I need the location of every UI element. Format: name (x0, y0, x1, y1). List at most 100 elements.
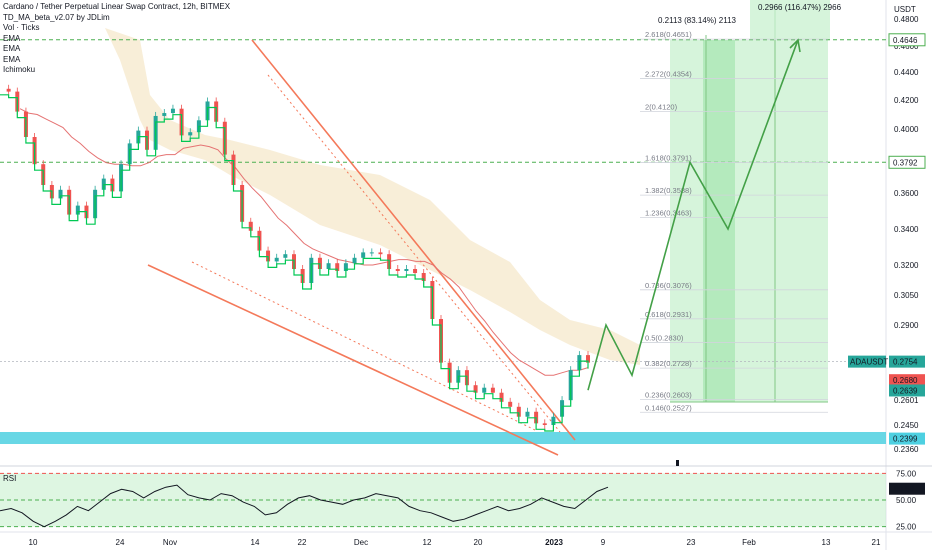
indicator-ichimoku[interactable]: Ichimoku (3, 65, 36, 74)
candle-body (343, 263, 348, 271)
time-tick-label: 14 (251, 538, 260, 547)
candle-body (162, 113, 167, 116)
fib-level-label: 2.618(0.4651) (645, 30, 692, 39)
price-tick-label: 0.4600 (894, 42, 919, 51)
wedge-upper-dotted (267, 74, 561, 433)
price-label: 0.2680 (893, 376, 918, 385)
price-tick-label: 0.3200 (894, 261, 919, 270)
candle-body (395, 269, 400, 271)
time-tick-label: 12 (423, 538, 432, 547)
candle-body (516, 406, 521, 417)
candle-body (499, 392, 504, 402)
fib-level-label: 2.272(0.4354) (645, 69, 692, 78)
wedge-lower-line (147, 264, 559, 456)
price-label: 0.2399 (893, 435, 918, 444)
candle-body (75, 205, 80, 215)
time-tick-label: Nov (163, 538, 177, 547)
price-tick-label: 0.2601 (894, 396, 919, 405)
price-tick-label: 0.4000 (894, 125, 919, 134)
time-tick-label: 21 (872, 538, 881, 547)
candle-body (542, 423, 547, 425)
ichimoku-cloud (105, 28, 640, 365)
target-label-2: 0.2966 (116.47%) 2966 (758, 3, 842, 12)
price-tick-label: 0.2360 (894, 445, 919, 454)
price-label: 0.2639 (893, 386, 918, 395)
candle-body (525, 411, 530, 417)
price-label-box (889, 432, 925, 445)
candle-body (369, 252, 374, 254)
rsi-last-value: 60.58 (894, 485, 915, 494)
indicator-td-ma[interactable]: TD_MA_beta_v2.07 by JDLim (3, 12, 110, 22)
time-tick-label: 13 (822, 538, 831, 547)
price-label: 0.3792 (893, 158, 918, 167)
candle-body (188, 132, 193, 136)
candle-body (335, 263, 340, 271)
target-label-1: 0.2113 (83.14%) 2113 (658, 16, 737, 25)
rsi-label: RSI (3, 474, 16, 483)
candle-body (586, 355, 590, 363)
candle-body (508, 401, 513, 407)
indicator-vol[interactable]: Vol · Ticks (3, 23, 40, 32)
price-label-box (889, 384, 925, 397)
symbol-tag: ADAUSDT (850, 358, 888, 367)
price-label-box (889, 355, 925, 368)
price-label: 0.4646 (893, 36, 918, 45)
chart-legend: Cardano / Tether Perpetual Linear Swap C… (3, 2, 230, 76)
support-band (0, 432, 886, 444)
candle-body (170, 108, 175, 114)
candle-body (490, 387, 495, 393)
indicator-ema-2[interactable]: EMA (3, 44, 21, 53)
price-tick-label: 0.3050 (894, 291, 919, 300)
time-tick-label: Dec (354, 538, 368, 547)
fib-level-label: 0.5(0.2830) (645, 334, 684, 343)
price-tick-label: 0.4400 (894, 68, 919, 77)
candle-body (421, 273, 426, 281)
candle-body (413, 269, 418, 273)
candle-body (473, 385, 478, 393)
candle-body (361, 252, 366, 258)
rsi-tick-label: 75.00 (896, 469, 917, 478)
symbol-tag-bg (848, 355, 886, 368)
candle-body (352, 257, 357, 264)
fib-level-label: 1.382(0.3588) (645, 186, 692, 195)
rsi-last-box (889, 482, 925, 495)
target-box-top (750, 0, 830, 40)
price-axis-bg (887, 0, 932, 550)
candle-body (404, 269, 409, 271)
price-label: 0.2754 (893, 358, 918, 367)
price-label-box (889, 374, 925, 387)
candle-body (326, 263, 331, 269)
candle-body (283, 254, 288, 258)
candle-body (58, 189, 63, 199)
price-tick-label: 0.4200 (894, 96, 919, 105)
chart-title: Cardano / Tether Perpetual Linear Swap C… (3, 2, 231, 11)
time-tick-label: 23 (687, 538, 696, 547)
time-tick-label: 10 (29, 538, 38, 547)
time-tick-label: 24 (116, 538, 125, 547)
ema-line (19, 108, 589, 376)
price-label-box (888, 33, 926, 47)
indicator-ema-3[interactable]: EMA (3, 54, 21, 64)
rsi-line (0, 484, 609, 528)
time-marker (676, 460, 679, 466)
fib-level-label: 0.236(0.2603) (645, 390, 692, 399)
time-tick-label: 9 (601, 538, 606, 547)
fib-level-label: 0.786(0.3076) (645, 281, 692, 290)
indicator-ema-1[interactable]: EMA (3, 33, 21, 43)
price-tick-label: 0.2450 (894, 421, 919, 430)
candle-body (6, 88, 11, 92)
price-tick-label: 0.2900 (894, 321, 919, 330)
fib-level-label: 2(0.4120) (645, 103, 678, 112)
price-tick-label: 0.3600 (894, 189, 919, 198)
fib-level-label: 0.382(0.2728) (645, 359, 692, 368)
fib-level-label: 1.236(0.3463) (645, 209, 692, 218)
target-box-highlight (703, 40, 735, 402)
wedge-upper-line (251, 39, 576, 441)
fib-level-label: 0.618(0.2931) (645, 310, 692, 319)
projection-path (587, 39, 799, 391)
candle-body (248, 221, 253, 231)
candle-body (378, 252, 383, 255)
candle-body (274, 257, 279, 262)
fib-level-label: 0.146(0.2527) (645, 403, 692, 412)
